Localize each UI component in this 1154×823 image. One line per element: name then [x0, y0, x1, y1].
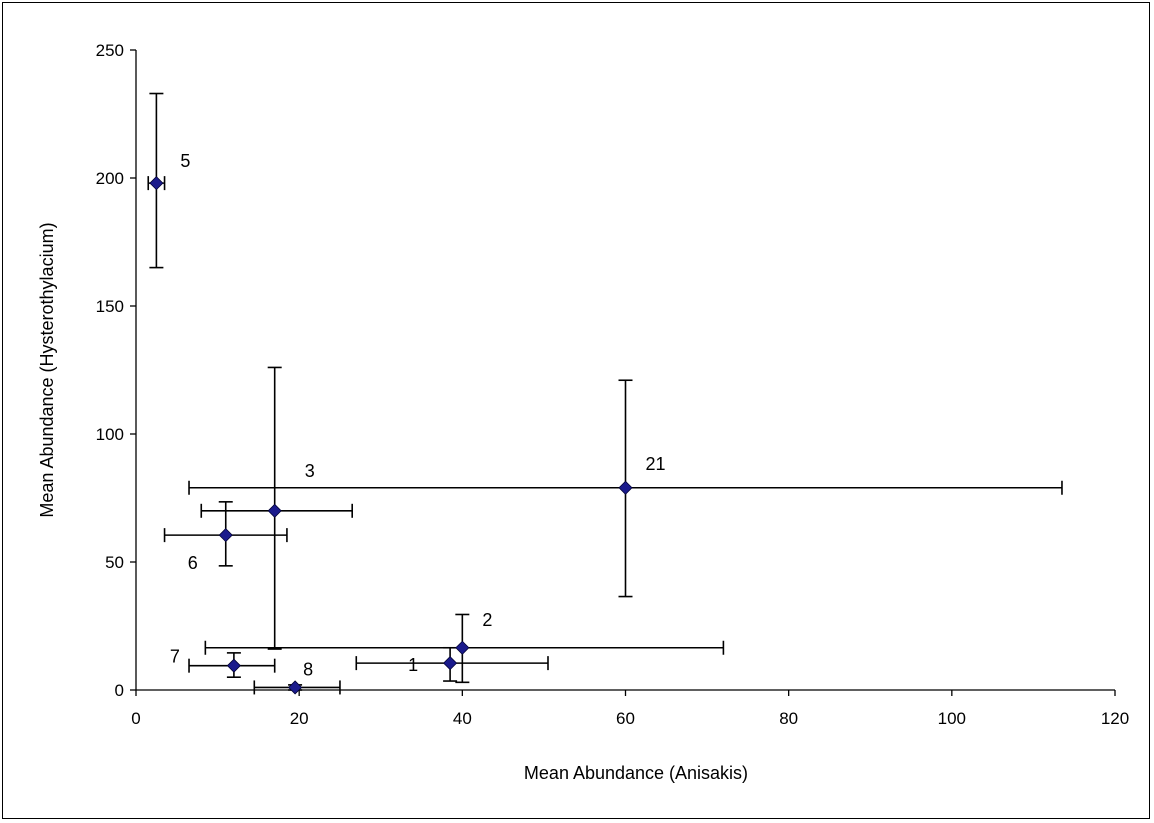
y-tick-label: 50 [105, 553, 124, 572]
y-tick-label: 100 [96, 425, 124, 444]
x-tick-label: 0 [131, 709, 140, 728]
x-tick-label: 100 [938, 709, 966, 728]
point-label: 1 [408, 655, 418, 675]
y-tick-label: 0 [115, 681, 124, 700]
data-point-marker [443, 656, 458, 671]
point-label: 7 [170, 647, 180, 667]
x-tick-label: 80 [779, 709, 798, 728]
point-label: 5 [180, 151, 190, 171]
axes: 0 50 100 150 200 250 0 20 40 60 80 100 120 [96, 41, 1130, 728]
point-label: 3 [305, 461, 315, 481]
y-axis-title: Mean Abundance (Hysterothylacium) [37, 222, 57, 517]
x-tick-label: 120 [1101, 709, 1129, 728]
error-bars [147, 92, 1063, 695]
y-tick-label: 200 [96, 169, 124, 188]
data-point-marker [288, 680, 303, 695]
data-point-marker [267, 503, 282, 518]
point-label: 8 [303, 659, 313, 679]
x-tick-label: 60 [616, 709, 635, 728]
point-label: 2 [482, 610, 492, 630]
x-tick-label: 40 [453, 709, 472, 728]
x-axis-title: Mean Abundance (Anisakis) [524, 763, 748, 783]
data-point-marker [226, 658, 241, 673]
y-tick-label: 150 [96, 297, 124, 316]
data-point-marker [149, 176, 164, 191]
data-points [149, 176, 633, 695]
x-tick-label: 20 [290, 709, 309, 728]
data-point-marker [618, 480, 633, 495]
point-label: 6 [188, 553, 198, 573]
y-tick-label: 250 [96, 41, 124, 60]
data-point-marker [218, 528, 233, 543]
data-point-marker [455, 640, 470, 655]
point-label: 21 [646, 454, 666, 474]
